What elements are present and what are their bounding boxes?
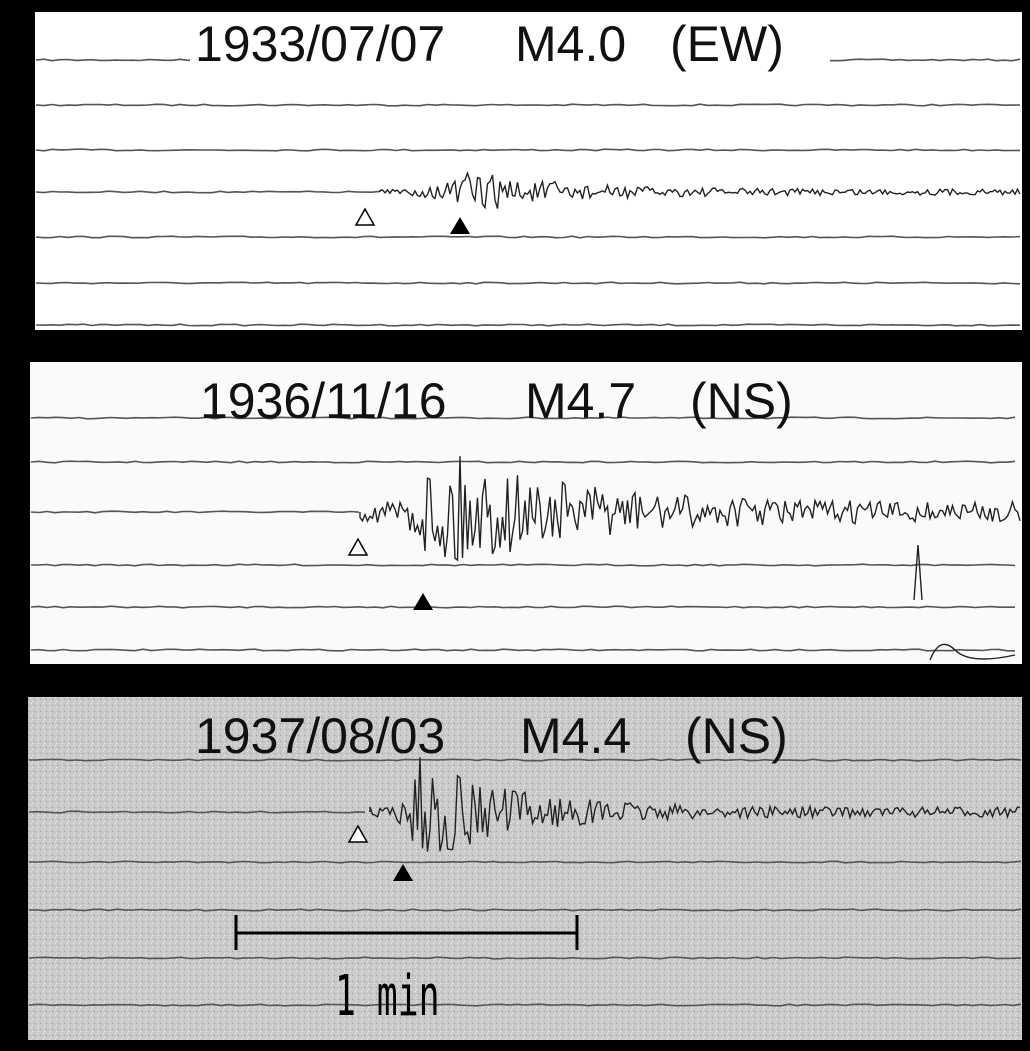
page: {"panels": [ {"date": "1933/07/07", "mag…: [0, 0, 1030, 1051]
trace-line: [36, 149, 1020, 151]
scale-bar-label: 1 min: [335, 963, 439, 1028]
date: 1933/07/07: [195, 16, 445, 72]
seismogram-figure: 1933/07/07 M4.0 (EW) 1936/11/16 M4.7 (NS…: [0, 0, 1030, 1051]
component: (EW): [670, 16, 784, 72]
date: 1936/11/16: [200, 373, 447, 429]
magnitude: M4.4: [520, 708, 631, 764]
component: (NS): [690, 373, 793, 429]
date: 1937/08/03: [195, 708, 445, 764]
magnitude: M4.0: [515, 16, 626, 72]
magnitude: M4.7: [525, 373, 636, 429]
component: (NS): [685, 708, 788, 764]
